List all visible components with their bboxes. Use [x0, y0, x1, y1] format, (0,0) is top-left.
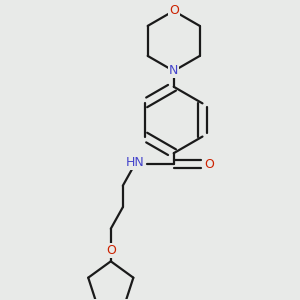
Text: O: O — [205, 158, 214, 171]
Text: HN: HN — [125, 156, 144, 169]
Text: N: N — [169, 64, 178, 77]
Text: O: O — [106, 244, 116, 257]
Text: O: O — [169, 4, 179, 17]
